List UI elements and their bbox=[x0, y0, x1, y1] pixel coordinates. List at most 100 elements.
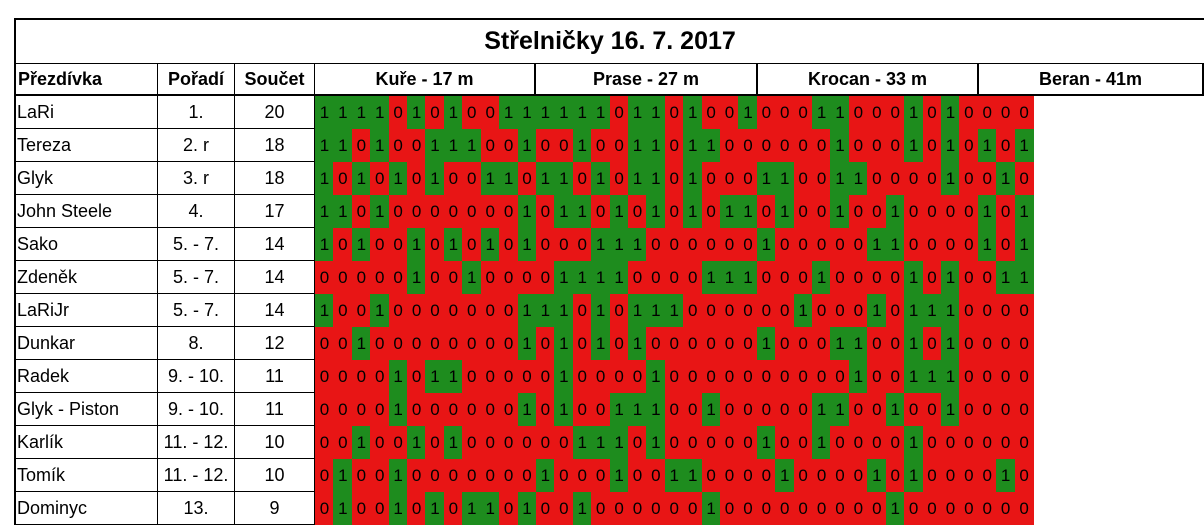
shot-cell: 1 bbox=[922, 360, 942, 393]
shot-cell: 1 bbox=[517, 327, 537, 360]
shot-cell: 0 bbox=[904, 492, 924, 525]
shot-cell: 1 bbox=[388, 360, 408, 393]
shot-cell: 0 bbox=[830, 492, 850, 525]
shot-cell: 1 bbox=[609, 261, 629, 294]
shot-cell: 1 bbox=[517, 228, 537, 261]
shot-cell: 1 bbox=[425, 129, 445, 162]
shot-cell: 1 bbox=[499, 96, 519, 129]
shot-cell: 1 bbox=[370, 195, 390, 228]
shot-cell: 1 bbox=[775, 195, 795, 228]
shot-cell: 1 bbox=[904, 360, 924, 393]
shot-cell: 0 bbox=[848, 129, 868, 162]
shot-cell: 0 bbox=[333, 360, 353, 393]
player-name: Glyk bbox=[14, 162, 158, 195]
header-total: Součet bbox=[235, 64, 315, 96]
shot-cell: 1 bbox=[720, 195, 740, 228]
shot-cell: 1 bbox=[812, 261, 832, 294]
shot-cell: 0 bbox=[977, 96, 997, 129]
shot-cell: 0 bbox=[333, 426, 353, 459]
shot-cell: 0 bbox=[664, 360, 684, 393]
header-name: Přezdívka bbox=[14, 64, 158, 96]
shot-cell: 0 bbox=[848, 492, 868, 525]
shot-cell: 1 bbox=[462, 129, 482, 162]
shot-cell: 1 bbox=[904, 459, 924, 492]
shot-cell: 1 bbox=[904, 426, 924, 459]
player-total: 17 bbox=[235, 195, 315, 228]
shot-cell: 0 bbox=[1014, 294, 1034, 327]
shot-cell: 0 bbox=[793, 261, 813, 294]
shot-cell: 1 bbox=[977, 228, 997, 261]
shot-cell: 0 bbox=[793, 426, 813, 459]
shot-cell: 1 bbox=[315, 195, 334, 228]
shot-cell: 0 bbox=[720, 459, 740, 492]
player-rank: 3. r bbox=[158, 162, 235, 195]
shot-cell: 0 bbox=[462, 228, 482, 261]
shot-cell: 1 bbox=[480, 228, 500, 261]
shot-cell: 1 bbox=[738, 261, 758, 294]
shot-cell: 1 bbox=[425, 360, 445, 393]
shot-cell: 1 bbox=[443, 96, 463, 129]
shot-cell: 0 bbox=[959, 195, 979, 228]
shot-cell: 0 bbox=[701, 162, 721, 195]
shot-cell: 0 bbox=[977, 459, 997, 492]
shot-cell: 1 bbox=[517, 393, 537, 426]
shot-cell: 0 bbox=[664, 195, 684, 228]
shot-cell: 0 bbox=[407, 393, 427, 426]
shot-cell: 1 bbox=[333, 96, 353, 129]
shot-cell: 0 bbox=[756, 129, 776, 162]
shot-cell: 0 bbox=[720, 393, 740, 426]
shot-cell: 0 bbox=[885, 162, 905, 195]
shot-cell: 0 bbox=[646, 459, 666, 492]
shot-cell: 0 bbox=[922, 129, 942, 162]
shot-cell: 0 bbox=[443, 459, 463, 492]
shot-cell: 1 bbox=[591, 327, 611, 360]
shot-cell: 0 bbox=[333, 294, 353, 327]
group-header-beran: Beran - 41m bbox=[979, 64, 1204, 96]
player-name: Dominyc bbox=[14, 492, 158, 525]
shot-cell: 1 bbox=[351, 96, 371, 129]
shot-cell: 1 bbox=[315, 228, 334, 261]
shot-cell: 0 bbox=[535, 327, 555, 360]
shot-cell: 0 bbox=[812, 459, 832, 492]
shot-cell: 0 bbox=[333, 261, 353, 294]
shot-cell: 1 bbox=[517, 195, 537, 228]
shot-cell: 0 bbox=[572, 393, 592, 426]
shot-cell: 0 bbox=[738, 492, 758, 525]
shot-cell: 0 bbox=[922, 162, 942, 195]
group-header-prase: Prase - 27 m bbox=[536, 64, 758, 96]
shot-cell: 0 bbox=[867, 96, 887, 129]
shot-cell: 1 bbox=[480, 492, 500, 525]
shot-cell: 0 bbox=[977, 426, 997, 459]
shot-cell: 0 bbox=[1014, 327, 1034, 360]
shot-cell: 0 bbox=[554, 459, 574, 492]
shot-cell: 0 bbox=[572, 162, 592, 195]
shot-cell: 0 bbox=[738, 327, 758, 360]
shot-cell: 1 bbox=[535, 162, 555, 195]
shot-cell: 1 bbox=[812, 426, 832, 459]
shot-cell: 0 bbox=[683, 327, 703, 360]
shot-cell: 0 bbox=[333, 162, 353, 195]
shot-cell: 0 bbox=[664, 162, 684, 195]
shot-cell: 0 bbox=[480, 195, 500, 228]
shot-cell: 0 bbox=[738, 393, 758, 426]
player-rank: 5. - 7. bbox=[158, 294, 235, 327]
shot-cell: 0 bbox=[351, 459, 371, 492]
shot-cell: 0 bbox=[462, 459, 482, 492]
player-total: 14 bbox=[235, 261, 315, 294]
table-title: Střelničky 16. 7. 2017 bbox=[14, 18, 1204, 64]
shot-cell: 0 bbox=[775, 96, 795, 129]
shot-cell: 1 bbox=[646, 360, 666, 393]
shot-cell: 1 bbox=[940, 96, 960, 129]
shot-cell: 0 bbox=[333, 327, 353, 360]
shot-cell: 0 bbox=[922, 261, 942, 294]
shot-cell: 1 bbox=[572, 195, 592, 228]
shot-cell: 1 bbox=[701, 261, 721, 294]
shot-cell: 0 bbox=[315, 360, 334, 393]
player-total: 14 bbox=[235, 228, 315, 261]
shot-cell: 1 bbox=[756, 162, 776, 195]
shot-cell: 0 bbox=[517, 426, 537, 459]
shot-cell: 1 bbox=[591, 162, 611, 195]
shot-cell: 1 bbox=[848, 162, 868, 195]
shot-cell: 0 bbox=[683, 228, 703, 261]
shot-cell: 1 bbox=[683, 195, 703, 228]
